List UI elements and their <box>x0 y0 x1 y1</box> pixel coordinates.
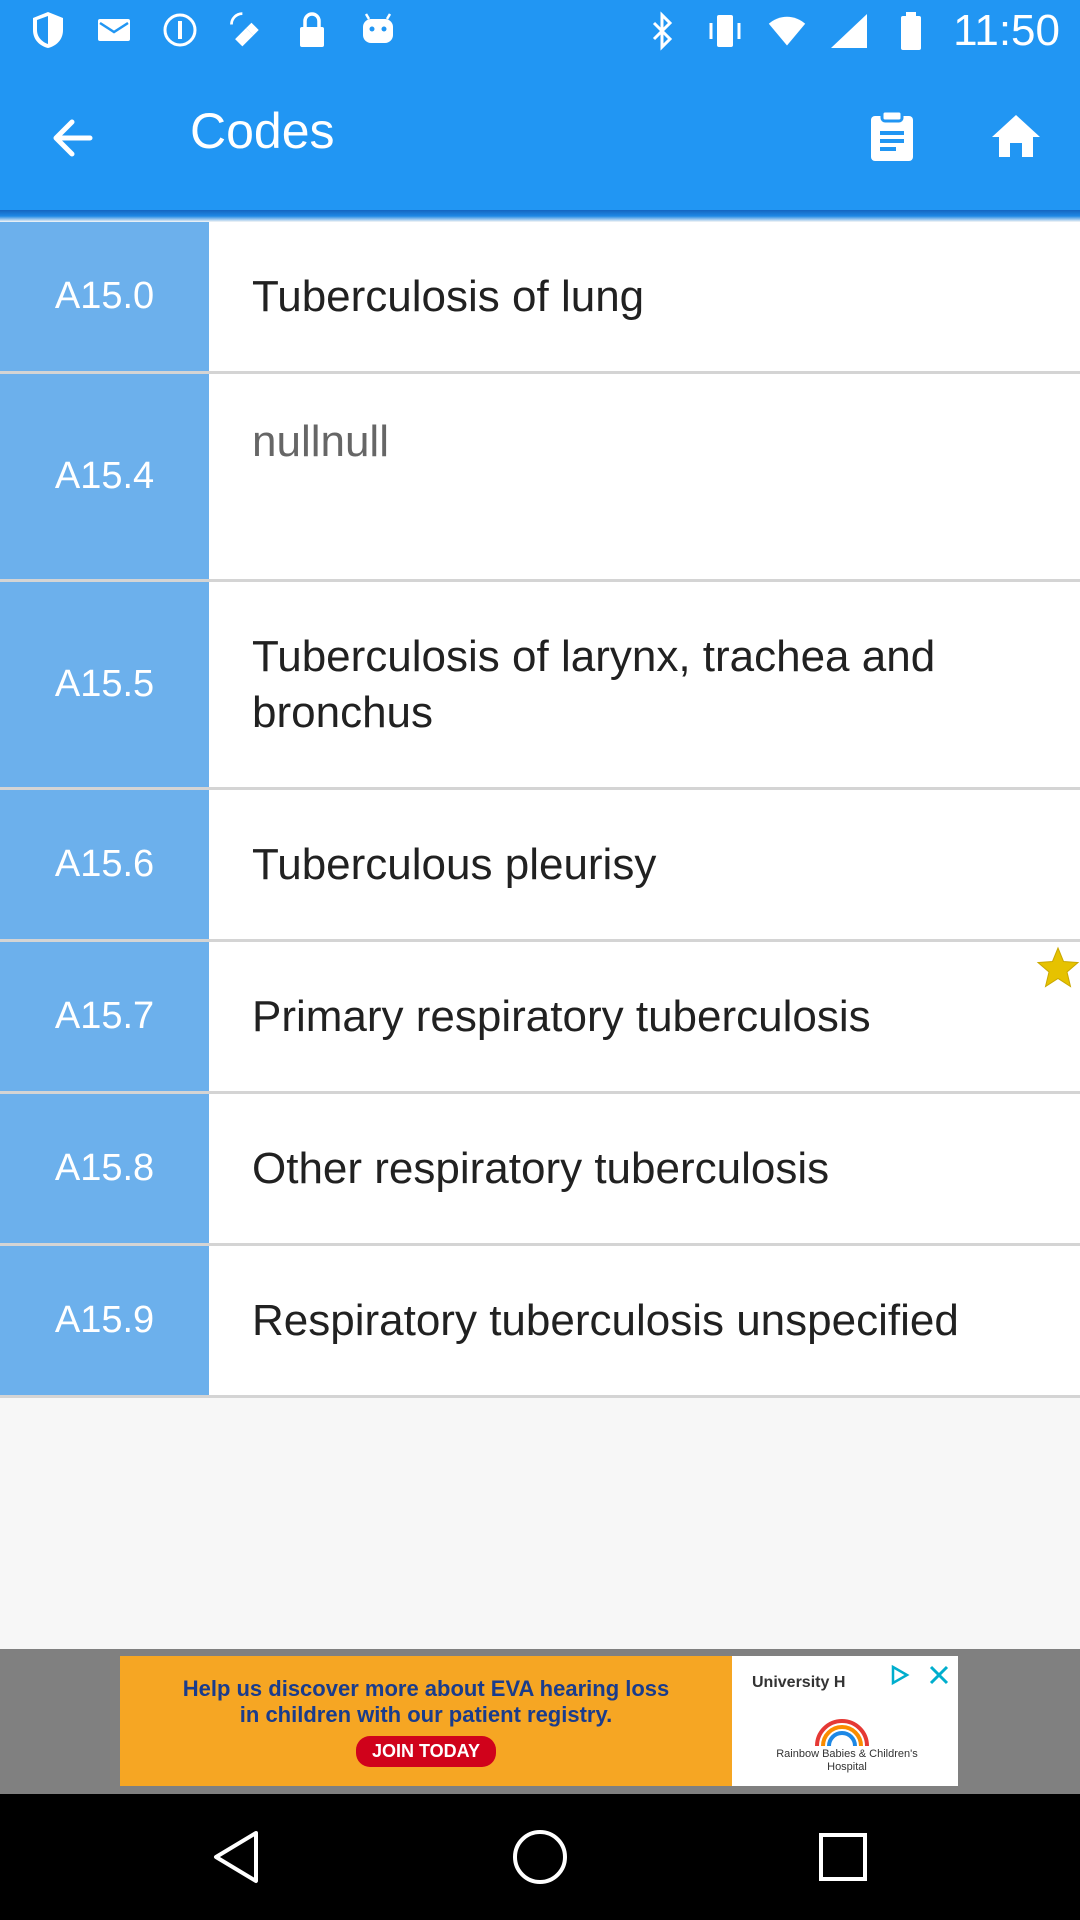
clipboard-icon[interactable] <box>860 104 924 168</box>
signal-icon <box>829 11 869 51</box>
list-item[interactable]: A15.7 Primary respiratory tuberculosis <box>0 942 1080 1094</box>
code-label: A15.7 <box>0 942 209 1091</box>
ad-text-block: Help us discover more about EVA hearing … <box>120 1656 732 1786</box>
back-arrow-icon[interactable] <box>40 106 104 170</box>
code-label: A15.0 <box>0 222 209 371</box>
code-description: Tuberculous pleurisy <box>252 839 657 889</box>
nav-back-icon[interactable] <box>196 1817 276 1897</box>
page-title: Codes <box>190 103 335 159</box>
codes-list: A15.0 Tuberculosis of lung A15.4 nullnul… <box>0 222 1080 1398</box>
star-icon[interactable] <box>1036 946 1080 990</box>
info-icon <box>160 10 200 50</box>
list-item[interactable]: A15.4 nullnull <box>0 374 1080 582</box>
ad-close-icon[interactable] <box>920 1656 958 1694</box>
ad-headline-1: Help us discover more about EVA hearing … <box>182 1675 670 1701</box>
status-bar: 11:50 <box>0 0 1080 62</box>
list-item[interactable]: A15.8 Other respiratory tuberculosis <box>0 1094 1080 1246</box>
list-item[interactable]: A15.5 Tuberculosis of larynx, trachea an… <box>0 582 1080 790</box>
clock-time: 11:50 <box>953 6 1060 55</box>
code-label: A15.4 <box>0 374 209 579</box>
list-item[interactable]: A15.9 Respiratory tuberculosis unspecifi… <box>0 1246 1080 1398</box>
nav-home-icon[interactable] <box>500 1817 580 1897</box>
app-bar: Codes <box>0 62 1080 210</box>
lock-icon <box>292 10 332 50</box>
nav-recents-icon[interactable] <box>803 1817 883 1897</box>
ad-hospital-name: Rainbow Babies & Children's Hospital <box>776 1748 918 1773</box>
code-label: A15.5 <box>0 582 209 787</box>
code-label: A15.9 <box>0 1246 209 1395</box>
code-description: Respiratory tuberculosis unspecified <box>252 1295 959 1345</box>
code-description: Other respiratory tuberculosis <box>252 1143 830 1193</box>
battery-icon <box>891 11 931 51</box>
list-item[interactable]: A15.6 Tuberculous pleurisy <box>0 790 1080 942</box>
code-label: A15.8 <box>0 1094 209 1243</box>
system-nav-bar <box>0 1794 1080 1920</box>
ad-headline-2: in children with our patient registry. <box>239 1701 613 1727</box>
fake-gps-icon <box>226 10 266 50</box>
ad-banner[interactable]: Help us discover more about EVA hearing … <box>120 1656 958 1786</box>
bluetooth-icon <box>643 11 683 51</box>
code-description: Primary respiratory tuberculosis <box>252 991 871 1041</box>
app-bar-divider <box>0 210 1080 222</box>
code-description: Tuberculosis of lung <box>252 271 645 321</box>
home-icon[interactable] <box>984 104 1048 168</box>
wifi-icon <box>767 11 807 51</box>
android-icon <box>358 10 398 50</box>
ad-info-icon[interactable] <box>880 1656 918 1694</box>
ad-brand-name: University H <box>752 1674 846 1691</box>
mail-icon <box>94 10 134 50</box>
vibrate-icon <box>705 11 745 51</box>
shield-icon <box>28 10 68 50</box>
code-label: A15.6 <box>0 790 209 939</box>
code-description: Tuberculosis of larynx, trachea and bron… <box>252 631 936 737</box>
ad-join-button[interactable]: JOIN TODAY <box>355 1735 497 1767</box>
rainbow-logo-icon <box>815 1719 869 1746</box>
list-item[interactable]: A15.0 Tuberculosis of lung <box>0 222 1080 374</box>
code-description: nullnull <box>252 417 389 466</box>
